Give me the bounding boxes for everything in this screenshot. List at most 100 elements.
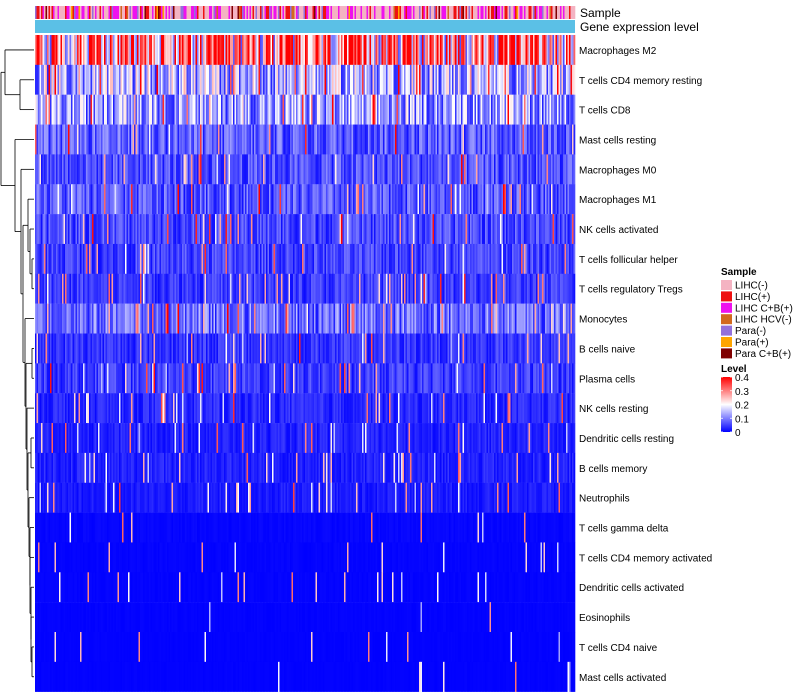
heatmap-cell xyxy=(128,393,130,424)
heatmap-cell xyxy=(518,273,520,304)
sample-track-cell xyxy=(185,6,187,19)
sample-track-cell xyxy=(555,6,558,19)
heatmap-cell xyxy=(555,94,558,125)
heatmap-cell xyxy=(162,303,165,334)
heatmap-cell xyxy=(540,363,543,394)
sample-track-cell xyxy=(531,6,534,19)
heatmap-cell xyxy=(504,243,507,274)
heatmap-cell xyxy=(57,393,60,424)
heatmap-cell xyxy=(266,243,268,274)
heatmap-cell xyxy=(564,363,567,394)
heatmap-cell xyxy=(260,124,262,155)
sample-track-cell xyxy=(123,6,126,19)
heatmap-cell xyxy=(363,35,366,66)
heatmap-cell xyxy=(108,363,111,394)
heatmap-cell xyxy=(446,35,448,66)
heatmap-cell xyxy=(456,35,459,66)
heatmap-cell xyxy=(245,94,247,125)
heatmap-cell xyxy=(80,303,82,334)
sample-track-cell xyxy=(270,6,273,19)
heatmap-cell xyxy=(290,303,292,334)
heatmap-cell xyxy=(411,273,414,304)
heatmap-cell xyxy=(290,363,292,394)
heatmap-cell xyxy=(398,184,400,215)
heatmap-cell xyxy=(333,94,336,125)
heatmap-cell xyxy=(140,273,142,304)
heatmap-cell xyxy=(443,333,445,364)
heatmap-cell xyxy=(513,94,516,125)
heatmap-cell xyxy=(182,124,184,155)
heatmap-cell xyxy=(270,94,273,125)
heatmap-cell xyxy=(561,94,564,125)
heatmap-cell xyxy=(105,214,108,245)
heatmap-cell xyxy=(243,94,246,125)
heatmap-cell xyxy=(342,35,345,66)
heatmap-cell xyxy=(468,214,471,245)
heatmap-cell xyxy=(411,303,414,334)
sample-track-cell xyxy=(222,6,225,19)
heatmap-cell xyxy=(279,35,282,66)
sample-track-cell xyxy=(453,6,456,19)
heatmap-cell xyxy=(327,214,330,245)
heatmap-cell xyxy=(297,303,300,334)
heatmap-cell xyxy=(401,273,403,304)
heatmap-cell xyxy=(365,94,367,125)
heatmap-cell xyxy=(288,184,291,215)
sample-track-cell xyxy=(570,6,573,19)
heatmap-cell xyxy=(530,363,532,394)
heatmap-cell xyxy=(518,303,520,334)
heatmap-cell xyxy=(86,64,88,95)
heatmap-cell xyxy=(452,124,454,155)
heatmap-cell xyxy=(98,124,100,155)
heatmap-cell xyxy=(132,214,135,245)
heatmap-cell xyxy=(554,273,556,304)
heatmap-cell xyxy=(488,273,490,304)
heatmap-cell xyxy=(227,273,229,304)
heatmap-cell xyxy=(561,124,564,155)
heatmap-cell xyxy=(449,94,451,125)
heatmap-cell xyxy=(194,273,196,304)
heatmap-cell xyxy=(185,333,187,364)
heatmap-cell xyxy=(563,363,565,394)
heatmap-cell xyxy=(240,363,243,394)
heatmap-cell xyxy=(348,214,351,245)
heatmap-cell xyxy=(477,35,480,66)
heatmap-cell xyxy=(134,184,136,215)
heatmap-cell xyxy=(224,214,226,245)
heatmap-cell xyxy=(327,154,330,185)
heatmap-cell xyxy=(398,124,400,155)
heatmap-cell xyxy=(486,94,489,125)
heatmap-cell xyxy=(567,94,570,125)
heatmap-cell xyxy=(494,184,496,215)
heatmap-cell xyxy=(182,363,184,394)
heatmap-cell xyxy=(38,94,40,125)
heatmap-cell xyxy=(350,64,352,95)
heatmap-cell xyxy=(506,333,508,364)
heatmap-cell xyxy=(497,243,499,274)
heatmap-cell xyxy=(77,124,79,155)
heatmap-cell xyxy=(537,363,540,394)
heatmap-cell xyxy=(495,273,498,304)
sample-track-cell xyxy=(407,6,409,19)
heatmap-cell xyxy=(461,35,463,66)
sample-track-cell xyxy=(152,6,154,19)
heatmap-cell xyxy=(252,154,255,185)
heatmap-cell xyxy=(221,393,223,424)
heatmap-cell xyxy=(149,184,151,215)
heatmap-cell xyxy=(212,363,214,394)
heatmap-cell xyxy=(290,124,292,155)
heatmap-cell xyxy=(519,363,522,394)
heatmap-cell xyxy=(306,64,309,95)
heatmap-cell xyxy=(393,124,396,155)
heatmap-cell xyxy=(249,64,252,95)
heatmap-cell xyxy=(41,393,43,424)
heatmap-cell xyxy=(177,363,180,394)
heatmap-cell xyxy=(423,184,426,215)
heatmap-cell xyxy=(551,303,553,334)
heatmap-cell xyxy=(44,303,46,334)
heatmap-cell xyxy=(452,94,454,125)
heatmap-cell xyxy=(441,273,444,304)
heatmap-cell xyxy=(189,243,192,274)
heatmap-cell xyxy=(221,124,223,155)
heatmap-cell xyxy=(347,393,349,424)
